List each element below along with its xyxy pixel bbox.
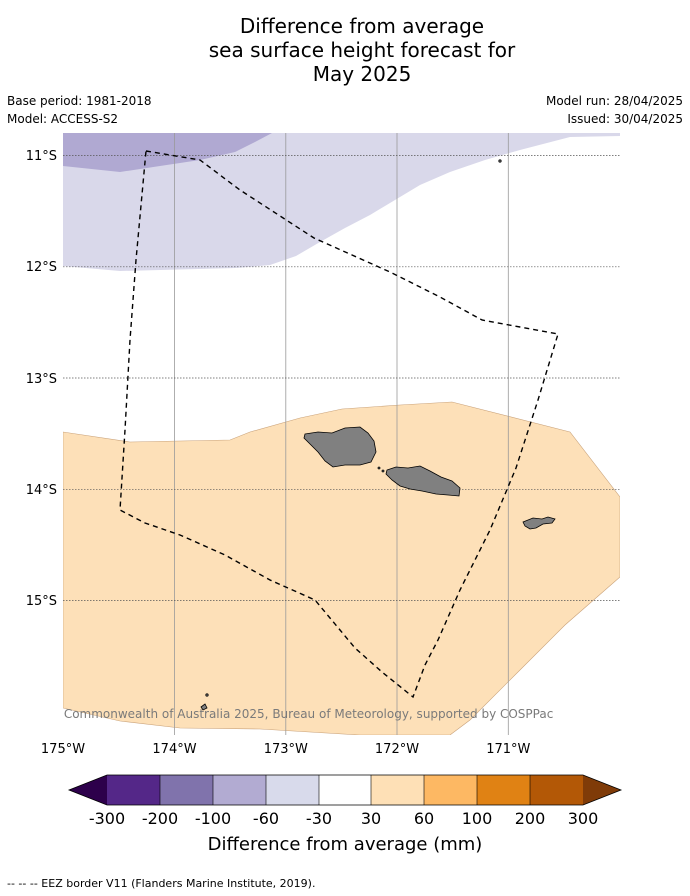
issued-label: Issued: 30/04/2025 (567, 112, 683, 126)
colorbar-title: Difference from average (mm) (208, 834, 483, 855)
map-area: © Commonwealth of Australia 2025, Bureau… (48, 133, 620, 735)
upolu-island (385, 465, 461, 497)
colorbar-segment-minus60-minus30 (266, 775, 319, 805)
colorbar-segment-30-60 (371, 775, 424, 805)
colorbar-segment-100-200 (477, 775, 530, 805)
lon-label-171w: 171°W (486, 742, 530, 757)
colorbar-outline (67, 774, 623, 806)
longitude-labels: 175°W 174°W 173°W 172°W 171°W (41, 742, 531, 757)
colorbar-tick-200: 200 (515, 809, 546, 828)
title-line-2: sea surface height forecast for (208, 38, 516, 62)
anomaly-band-30-60 (63, 401, 620, 735)
colorbar-segment-60-100 (424, 775, 477, 805)
lat-label-14s: 14°S (26, 483, 57, 498)
colorbar-tick-minus60: -60 (253, 809, 279, 828)
anomaly-band-minus100-minus60 (63, 133, 272, 172)
colorbar-tick-minus200: -200 (142, 809, 178, 828)
graticule (174, 133, 509, 735)
colorbar-segment-200-300 (530, 775, 583, 805)
colorbar: -300 -200 -100 -60 -30 30 60 100 200 300… (67, 774, 623, 855)
colorbar-extend-high (583, 775, 621, 805)
colorbar-tick-minus300: -300 (89, 809, 125, 828)
small-islet (205, 693, 209, 697)
lon-label-172w: 172°W (375, 742, 419, 757)
apolima-islet (381, 469, 385, 473)
colorbar-tick-minus100: -100 (195, 809, 231, 828)
colorbar-tick-minus30: -30 (306, 809, 332, 828)
base-period-label: Base period: 1981-2018 (7, 94, 152, 108)
lat-label-15s: 15°S (26, 594, 57, 609)
lon-label-173w: 173°W (264, 742, 308, 757)
eez-footnote: -- -- -- EEZ border V11 (Flanders Marine… (7, 877, 316, 890)
model-run-label: Model run: 28/04/2025 (545, 94, 683, 108)
tutuila-island (522, 516, 556, 530)
lat-label-11s: 11°S (26, 149, 57, 164)
colorbar-extend-low (69, 775, 107, 805)
lat-label-12s: 12°S (26, 260, 57, 275)
title-line-1: Difference from average (239, 14, 485, 38)
rose-atoll (200, 703, 208, 711)
anomaly-band-minus60-minus30 (63, 133, 620, 271)
swains-island (498, 159, 502, 163)
manono-islet (377, 466, 381, 470)
chart-title: Difference from average sea surface heig… (0, 14, 690, 86)
colorbar-segment-minus200-minus100 (160, 775, 213, 805)
savaii-island (303, 426, 377, 468)
title-line-3: May 2025 (312, 62, 412, 86)
lon-label-174w: 174°W (152, 742, 196, 757)
colorbar-segment-minus30-30 (319, 775, 371, 805)
colorbar-tick-30: 30 (361, 809, 381, 828)
latitude-labels: 11°S 12°S 13°S 14°S 15°S (26, 149, 57, 609)
lon-label-175w: 175°W (41, 742, 85, 757)
eez-border (119, 150, 559, 699)
lat-label-13s: 13°S (26, 372, 57, 387)
copyright-text: © Commonwealth of Australia 2025, Bureau… (48, 707, 553, 721)
colorbar-tick-300: 300 (568, 809, 599, 828)
colorbar-segment-minus300-minus200 (107, 775, 160, 805)
colorbar-segment-minus100-minus60 (213, 775, 266, 805)
colorbar-tick-60: 60 (414, 809, 434, 828)
land-group (200, 159, 556, 711)
colorbar-tick-100: 100 (462, 809, 493, 828)
model-label: Model: ACCESS-S2 (7, 112, 119, 126)
